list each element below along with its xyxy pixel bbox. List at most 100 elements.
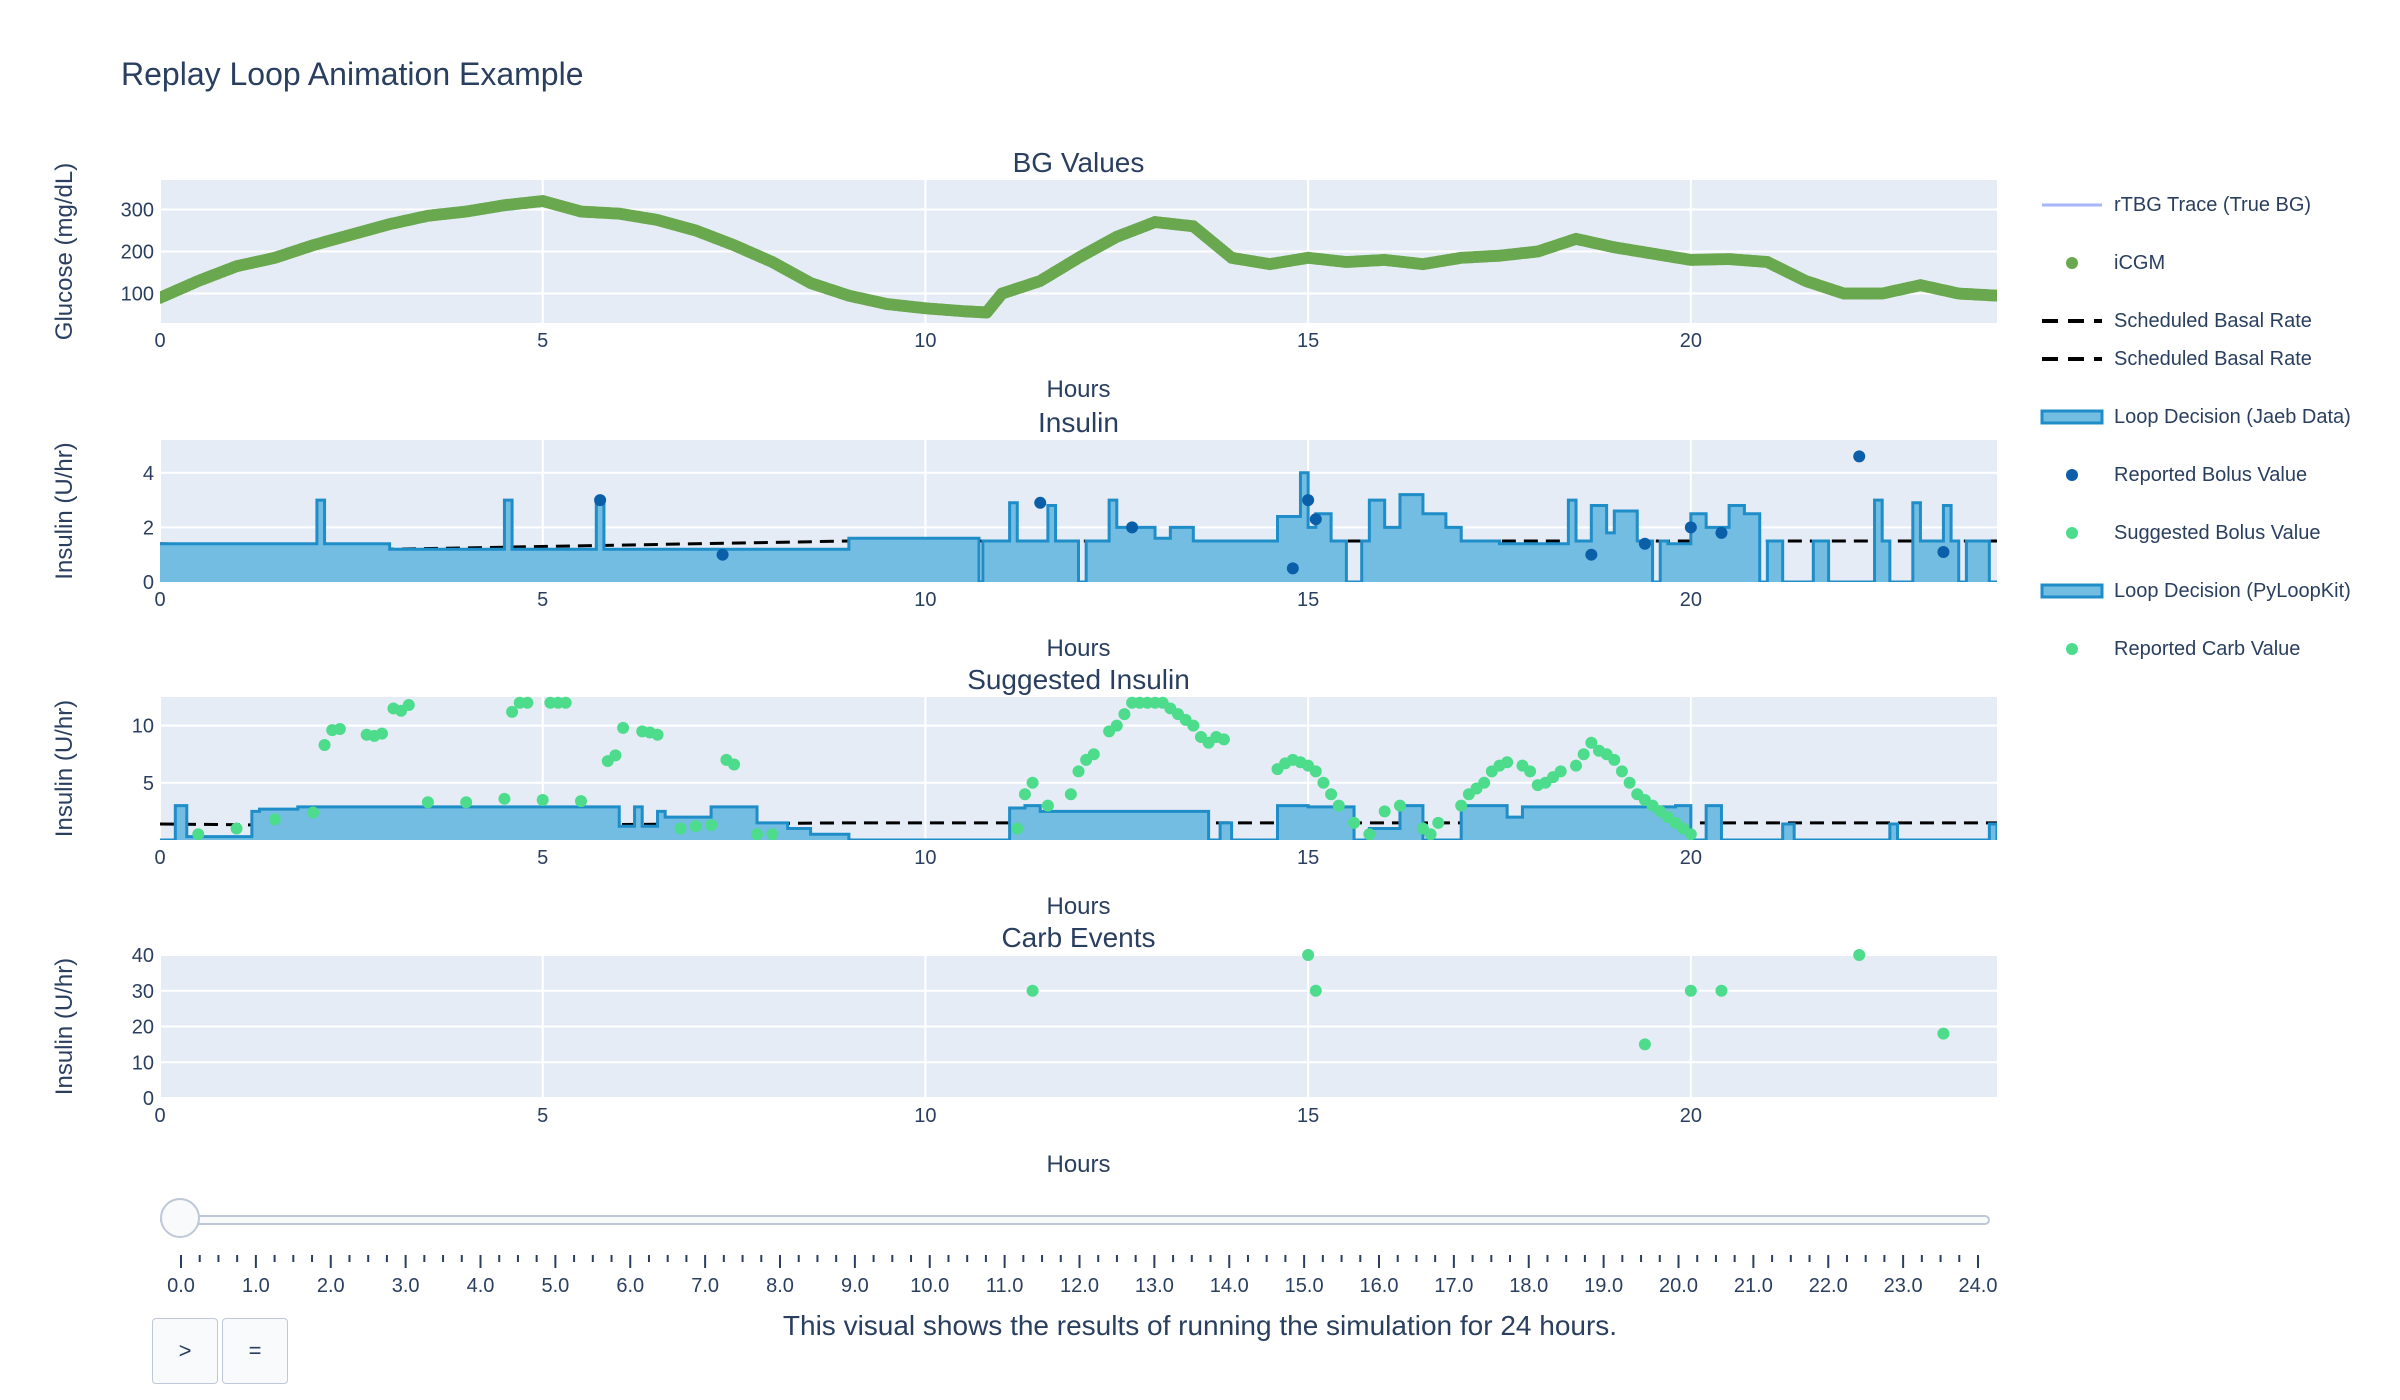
- marker-point: [1853, 450, 1866, 463]
- marker-point: [651, 728, 664, 741]
- legend-item[interactable]: Reported Bolus Value: [2040, 460, 2307, 490]
- marker-point: [1302, 949, 1315, 961]
- marker-point: [1378, 805, 1391, 818]
- y-tick-label: 0: [143, 572, 154, 594]
- plot-traces: [160, 195, 1997, 319]
- y-tick-label: 200: [121, 242, 154, 264]
- x-tick-label: 5: [537, 589, 548, 611]
- marker-point: [375, 727, 388, 740]
- marker-point: [192, 828, 205, 840]
- x-axis-label: Hours: [1046, 1151, 1110, 1178]
- legend-label: Scheduled Basal Rate: [2114, 347, 2312, 370]
- marker-point: [766, 828, 779, 840]
- subplot-title: Insulin: [1038, 407, 1119, 438]
- marker-point: [1432, 816, 1445, 829]
- x-tick-label: 20: [1680, 589, 1702, 611]
- play-button[interactable]: >: [152, 1318, 218, 1384]
- pause-button[interactable]: =: [222, 1318, 288, 1384]
- marker-point: [674, 822, 687, 835]
- marker-point: [617, 721, 630, 734]
- legend-label: Suggested Bolus Value: [2114, 521, 2321, 544]
- panel-2: [159, 696, 1997, 840]
- marker-point: [1615, 765, 1628, 778]
- y-tick-label: 20: [132, 1017, 154, 1039]
- caption: This visual shows the results of running…: [782, 1310, 1618, 1341]
- plot-traces: [1026, 949, 1950, 1051]
- legend-symbol: [2066, 643, 2078, 655]
- marker-point: [1026, 984, 1039, 997]
- marker-point: [1585, 736, 1598, 749]
- x-tick-label: 15: [1297, 847, 1319, 869]
- legend-label: Loop Decision (PyLoopKit): [2114, 579, 2351, 602]
- marker-point: [333, 723, 346, 736]
- y-tick-label: 40: [132, 945, 154, 967]
- marker-point: [716, 548, 729, 561]
- marker-point: [1455, 799, 1468, 812]
- legend-symbol: [2066, 527, 2078, 539]
- y-axis-label: Glucose (mg/dL): [51, 163, 78, 340]
- y-tick-label: 4: [143, 463, 154, 485]
- marker-point: [1638, 1038, 1651, 1051]
- marker-point: [1684, 828, 1697, 840]
- page-title: Replay Loop Animation Example: [121, 56, 584, 92]
- marker-point: [1684, 984, 1697, 997]
- y-tick-label: 300: [121, 199, 154, 221]
- y-tick-label: 0: [143, 1088, 154, 1110]
- marker-point: [1623, 776, 1636, 789]
- marker-point: [1309, 513, 1322, 526]
- marker-point: [1937, 1027, 1950, 1040]
- panel-3: [159, 949, 1997, 1099]
- cgm-point: [1991, 289, 1997, 302]
- marker-point: [559, 696, 572, 709]
- x-tick-label: 10: [914, 589, 936, 611]
- x-tick-label: 5: [537, 330, 548, 352]
- y-axis-label: Insulin (U/hr): [51, 700, 78, 837]
- marker-point: [1585, 548, 1598, 561]
- marker-point: [460, 796, 473, 809]
- loop-decision-line: [160, 471, 1997, 582]
- time-slider[interactable]: [160, 1195, 1990, 1285]
- legend-item[interactable]: Suggested Bolus Value: [2040, 518, 2320, 548]
- marker-point: [1041, 799, 1054, 812]
- marker-point: [1638, 537, 1651, 550]
- marker-point: [1286, 562, 1299, 575]
- marker-point: [1478, 776, 1491, 789]
- marker-point: [1524, 765, 1537, 778]
- y-tick-label: 2: [143, 517, 154, 539]
- marker-point: [728, 758, 741, 771]
- x-tick-label: 5: [537, 847, 548, 869]
- marker-point: [1064, 788, 1077, 801]
- legend-label: rTBG Trace (True BG): [2114, 193, 2312, 216]
- y-tick-label: 100: [121, 284, 154, 306]
- x-tick-label: 0: [154, 1105, 165, 1127]
- marker-point: [230, 822, 243, 835]
- slider-handle[interactable]: [160, 1198, 200, 1238]
- marker-point: [574, 795, 587, 808]
- y-tick-label: 10: [132, 1052, 154, 1074]
- plot-traces: [160, 696, 1997, 840]
- legend-item[interactable]: rTBG Trace (True BG): [2040, 190, 2311, 220]
- legend-item[interactable]: Scheduled Basal Rate: [2040, 344, 2312, 374]
- x-tick-label: 15: [1297, 330, 1319, 352]
- marker-point: [318, 739, 331, 752]
- legend-item[interactable]: Scheduled Basal Rate: [2040, 306, 2312, 336]
- legend-item[interactable]: iCGM: [2040, 248, 2165, 278]
- slider-rail[interactable]: [160, 1215, 1990, 1225]
- legend-item[interactable]: Reported Carb Value: [2040, 634, 2300, 664]
- marker-point: [1011, 822, 1024, 835]
- marker-point: [1937, 545, 1950, 558]
- legend-item[interactable]: Loop Decision (PyLoopKit): [2040, 576, 2351, 606]
- x-tick-label: 0: [154, 847, 165, 869]
- x-axis-label: Hours: [1046, 893, 1110, 920]
- marker-point: [1332, 799, 1345, 812]
- x-tick-label: 5: [537, 1105, 548, 1127]
- marker-point: [594, 494, 607, 507]
- legend-symbol: [2042, 319, 2102, 323]
- marker-point: [1309, 765, 1322, 778]
- legend-label: Loop Decision (Jaeb Data): [2114, 405, 2351, 428]
- marker-point: [1302, 494, 1315, 507]
- marker-point: [1684, 521, 1697, 534]
- legend-item[interactable]: Loop Decision (Jaeb Data): [2040, 402, 2351, 432]
- marker-point: [1715, 526, 1728, 539]
